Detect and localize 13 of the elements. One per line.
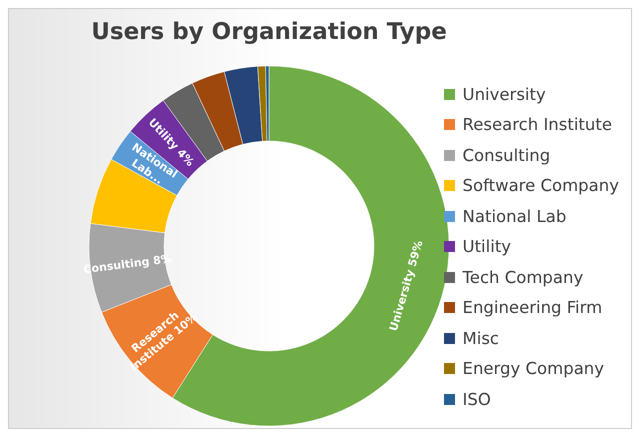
legend-label: Engineering Firm — [462, 298, 602, 318]
legend-label: University — [462, 84, 546, 104]
legend-label: ISO — [462, 390, 491, 409]
legend-label: National Lab — [462, 206, 566, 226]
legend-label: Misc — [462, 328, 500, 348]
legend-label: Software Company — [462, 176, 619, 196]
legend-label: Research Institute — [462, 115, 612, 134]
legend-label: Energy Company — [462, 359, 604, 378]
legend-label: Tech Company — [462, 268, 584, 287]
legend-label: Consulting — [462, 146, 550, 165]
data-label: Consulting 8% — [82, 252, 173, 276]
legend-label: Utility — [462, 237, 512, 256]
chart-title: Users by Organization Type — [90, 19, 448, 45]
